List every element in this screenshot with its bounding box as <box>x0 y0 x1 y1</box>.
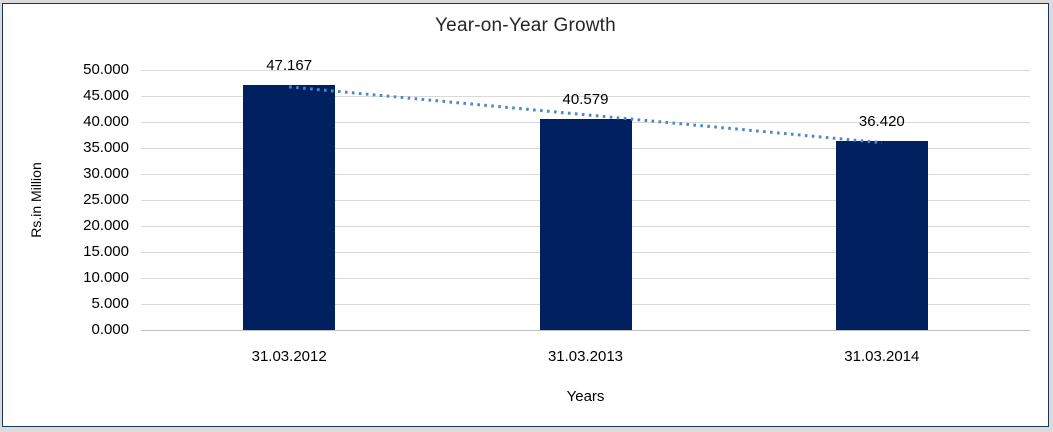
plot-area: 47.167 40.579 36.420 <box>141 57 1030 331</box>
trendline[interactable] <box>141 70 1030 330</box>
y-tick-label: 5.000 <box>91 295 129 312</box>
y-tick-label: 20.000 <box>83 217 129 234</box>
y-tick-label: 15.000 <box>83 243 129 260</box>
x-tick-label: 31.03.2014 <box>844 348 920 365</box>
gridline <box>141 70 1030 71</box>
chart-frame[interactable]: Year-on-Year Growth Rs.in Million 50.000… <box>2 3 1049 427</box>
y-tick-label: 40.000 <box>83 113 129 130</box>
data-label: 36.420 <box>858 112 905 130</box>
gridline <box>141 96 1030 97</box>
data-label: 47.167 <box>266 56 313 74</box>
bar[interactable] <box>539 119 632 330</box>
y-tick-label: 0.000 <box>91 321 129 338</box>
x-axis-title: Years <box>566 388 605 405</box>
chart-title: Year-on-Year Growth <box>435 15 616 36</box>
data-label: 40.579 <box>562 91 609 108</box>
y-tick-label: 25.000 <box>83 191 129 208</box>
y-tick-label: 45.000 <box>83 87 129 104</box>
bar[interactable] <box>835 140 928 330</box>
gridline <box>141 330 1030 331</box>
y-tick-label: 35.000 <box>83 139 129 156</box>
y-tick-label: 50.000 <box>83 61 129 78</box>
y-tick-label: 10.000 <box>83 269 129 286</box>
bar[interactable] <box>243 84 336 330</box>
x-tick-label: 31.03.2012 <box>251 348 327 365</box>
y-tick-label: 30.000 <box>83 165 129 182</box>
x-tick-label: 31.03.2013 <box>547 348 624 365</box>
